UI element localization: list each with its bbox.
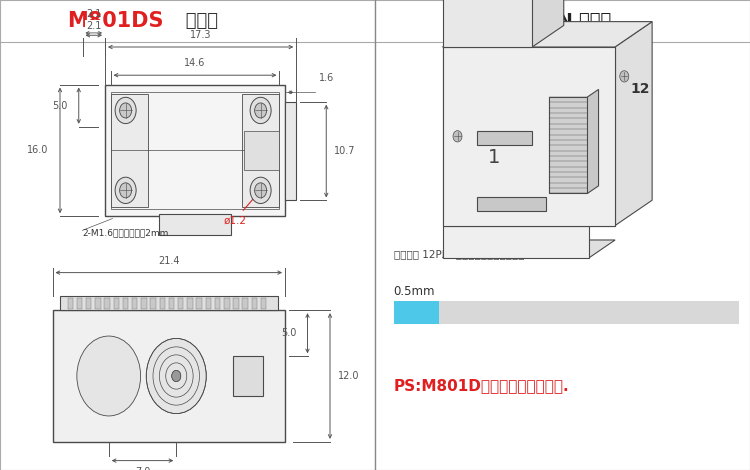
Circle shape — [620, 70, 628, 82]
Bar — [160, 298, 165, 309]
Circle shape — [116, 177, 136, 204]
Bar — [68, 298, 73, 309]
Bar — [123, 298, 128, 309]
Circle shape — [453, 131, 462, 142]
Polygon shape — [442, 0, 532, 47]
Text: 12: 12 — [630, 82, 650, 96]
Bar — [53, 310, 285, 442]
Circle shape — [254, 183, 267, 198]
Text: PS:M801D尺寸图可和询客服哦.: PS:M801D尺寸图可和询客服哦. — [394, 378, 569, 393]
Bar — [224, 298, 230, 309]
Text: 12PIN 接线图: 12PIN 接线图 — [513, 12, 612, 30]
Circle shape — [120, 103, 132, 118]
Bar — [233, 298, 238, 309]
Bar — [214, 298, 220, 309]
Polygon shape — [477, 197, 546, 212]
Bar — [141, 298, 147, 309]
Polygon shape — [532, 0, 564, 47]
Text: 1: 1 — [488, 148, 500, 167]
Text: 21.4: 21.4 — [158, 256, 179, 266]
Polygon shape — [442, 22, 652, 47]
Bar — [169, 298, 174, 309]
Bar — [261, 298, 266, 309]
Bar — [111, 94, 148, 207]
Polygon shape — [442, 226, 590, 258]
Text: 尺寸图: 尺寸图 — [180, 12, 218, 30]
Bar — [111, 92, 279, 209]
Circle shape — [146, 338, 206, 414]
Circle shape — [250, 97, 272, 124]
Text: 10.7: 10.7 — [334, 146, 356, 156]
Bar — [86, 298, 92, 309]
Text: 此电缆为 12PIN 直连同面的柔性线，间距: 此电缆为 12PIN 直连同面的柔性线，间距 — [394, 249, 524, 259]
Text: 17.3: 17.3 — [190, 30, 211, 40]
Text: 7.0: 7.0 — [135, 467, 150, 470]
Bar — [394, 301, 439, 324]
Text: 2.1: 2.1 — [86, 21, 101, 31]
Bar — [132, 298, 137, 309]
Bar — [76, 298, 82, 309]
Bar — [159, 214, 231, 235]
Text: 5.0: 5.0 — [52, 101, 68, 110]
Circle shape — [84, 345, 134, 407]
Circle shape — [172, 370, 181, 382]
Text: 16.0: 16.0 — [27, 145, 49, 156]
Polygon shape — [442, 47, 615, 226]
Text: 1.6: 1.6 — [319, 73, 334, 83]
Bar — [244, 131, 279, 170]
Text: ø1.2: ø1.2 — [224, 193, 258, 225]
Bar — [206, 298, 211, 309]
Circle shape — [103, 369, 114, 383]
Bar — [439, 301, 739, 324]
Text: 2.1: 2.1 — [86, 9, 101, 19]
Circle shape — [254, 103, 267, 118]
Polygon shape — [477, 131, 532, 145]
Bar — [242, 298, 248, 309]
Bar — [60, 296, 278, 310]
Bar — [232, 356, 262, 396]
Bar — [150, 298, 156, 309]
Text: 0.5mm: 0.5mm — [394, 285, 435, 298]
Circle shape — [116, 97, 136, 124]
Bar — [251, 298, 257, 309]
Polygon shape — [442, 47, 615, 226]
Text: M801DS: M801DS — [68, 11, 164, 31]
Bar — [242, 94, 279, 207]
Bar — [196, 298, 202, 309]
Bar — [188, 298, 193, 309]
Circle shape — [250, 177, 272, 204]
Text: 12.0: 12.0 — [338, 371, 359, 381]
Text: 2-M1.6深度锁入最大2mm: 2-M1.6深度锁入最大2mm — [82, 228, 169, 237]
Text: 14.6: 14.6 — [184, 58, 206, 69]
Circle shape — [120, 183, 132, 198]
Polygon shape — [550, 97, 587, 194]
Bar — [104, 298, 110, 309]
Polygon shape — [587, 89, 598, 194]
Text: 5.0: 5.0 — [280, 328, 296, 338]
Bar — [178, 298, 184, 309]
Polygon shape — [615, 22, 652, 226]
Circle shape — [76, 336, 141, 416]
Bar — [285, 102, 296, 200]
Bar — [105, 85, 285, 216]
Polygon shape — [442, 240, 615, 258]
Bar — [95, 298, 100, 309]
Bar — [113, 298, 119, 309]
